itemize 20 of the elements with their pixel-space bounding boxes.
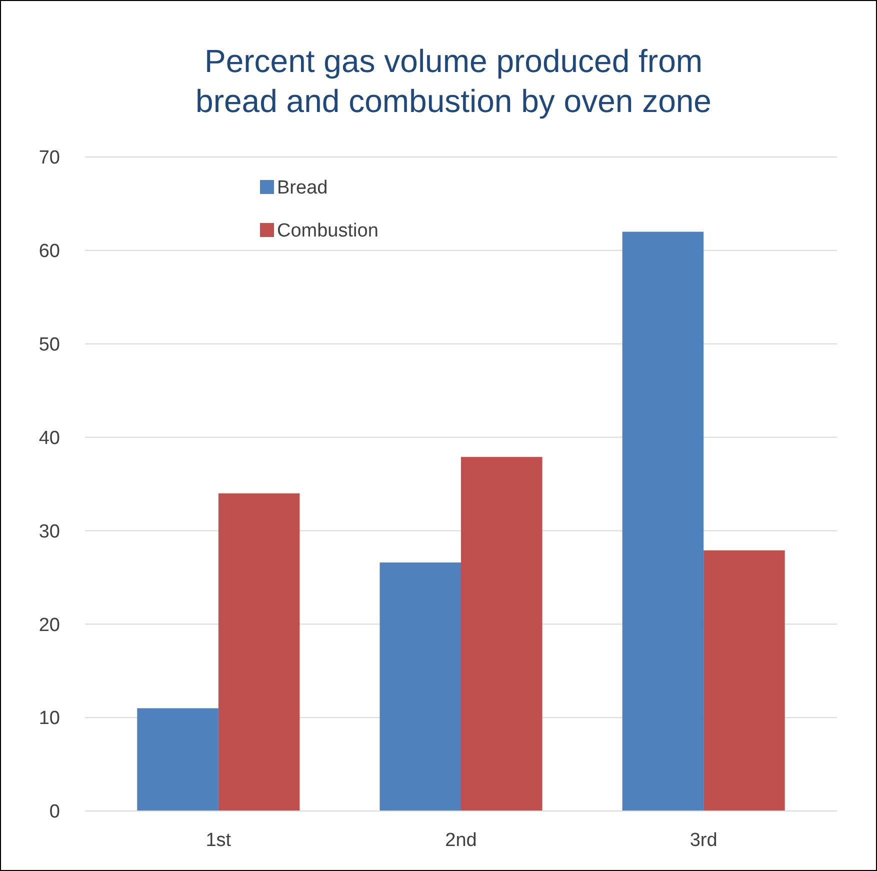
bar: [622, 232, 704, 811]
bar: [461, 456, 542, 811]
y-tick-label: 70: [38, 148, 60, 169]
x-tick-label: 2nd: [445, 830, 477, 851]
bar: [218, 493, 300, 811]
y-tick-label: 40: [38, 428, 60, 449]
chart-title: Percent gas volume produced from bread and combustion by oven zone: [196, 43, 712, 119]
y-tick-label: 0: [49, 802, 60, 823]
x-tick-label: 1st: [206, 830, 232, 851]
y-tick-label: 60: [38, 241, 60, 262]
y-tick-label: 20: [38, 614, 60, 636]
legend-label: Combustion: [277, 220, 378, 242]
y-tick-label: 10: [38, 708, 60, 730]
bar: [380, 562, 461, 811]
bar: [137, 708, 218, 811]
legend-label: Bread: [277, 178, 328, 199]
y-tick-label: 30: [38, 521, 60, 542]
bar: [704, 550, 785, 811]
y-tick-label: 50: [38, 334, 60, 356]
x-tick-label: 3rd: [690, 830, 718, 851]
